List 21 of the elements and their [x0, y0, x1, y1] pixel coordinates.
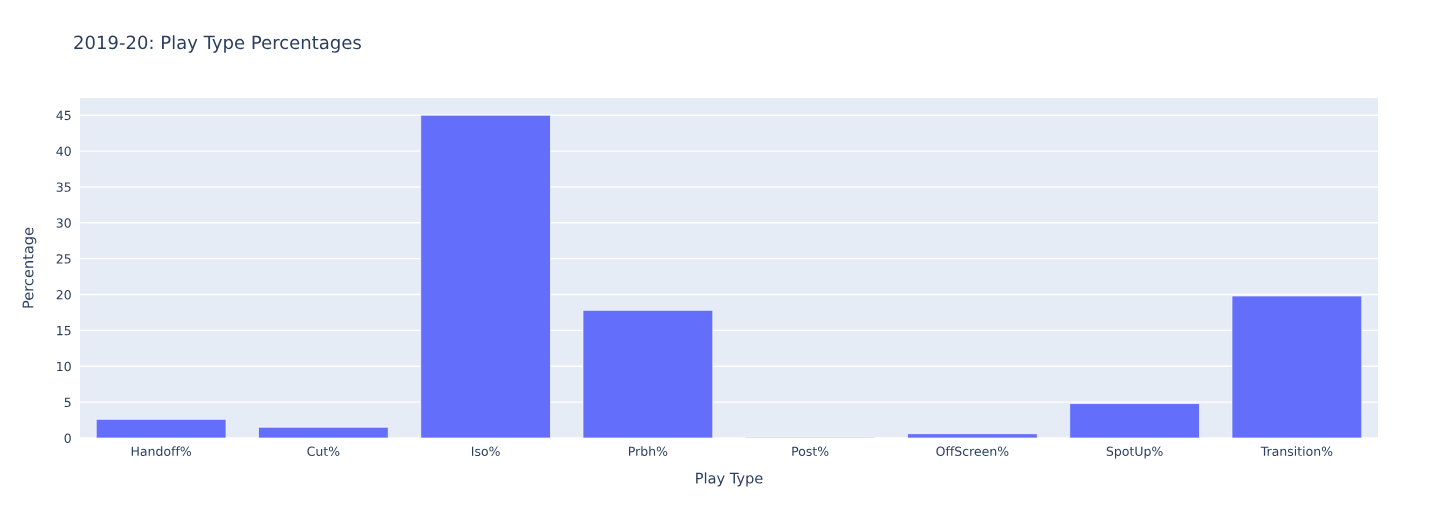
- y-tick-label: 20: [56, 290, 71, 300]
- y-tick-label: 40: [56, 146, 71, 157]
- y-tick-label: 0: [64, 433, 71, 443]
- x-tick-label: Handoff%: [131, 446, 192, 457]
- chart-title: 2019-20: Play Type Percentages: [74, 35, 361, 53]
- y-tick-label: 15: [57, 326, 71, 336]
- y-tick-label: 10: [57, 361, 71, 372]
- y-tick-label: 45: [56, 110, 71, 121]
- x-tick-label: Iso%: [471, 446, 500, 457]
- x-axis-title: Play Type: [696, 472, 763, 487]
- y-tick-label: 25: [56, 254, 71, 264]
- x-tick-label: Post%: [792, 446, 829, 457]
- x-tick-label: SpotUp%: [1106, 446, 1163, 459]
- y-tick-label: 5: [64, 397, 71, 408]
- y-axis-title: Percentage: [22, 227, 37, 308]
- x-tick-label: OffScreen%: [936, 446, 1009, 457]
- x-tick-label: Transition%: [1260, 446, 1333, 457]
- x-tick-label: Prbh%: [629, 446, 668, 457]
- y-tick-label: 35: [56, 182, 71, 192]
- y-tick-label: 30: [56, 218, 71, 228]
- x-tick-label: Cut%: [307, 446, 340, 457]
